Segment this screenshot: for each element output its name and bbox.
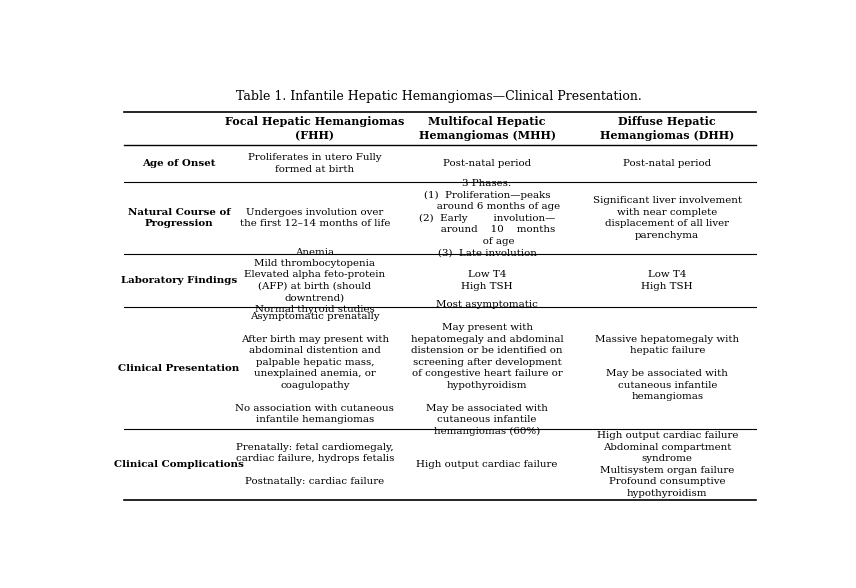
Text: Asymptomatic prenatally

After birth may present with
abdominal distention and
p: Asymptomatic prenatally After birth may …: [235, 312, 395, 424]
Text: High output cardiac failure
Abdominal compartment
syndrome
Multisystem organ fai: High output cardiac failure Abdominal co…: [597, 432, 738, 497]
Text: Focal Hepatic Hemangiomas
(FHH): Focal Hepatic Hemangiomas (FHH): [225, 116, 405, 141]
Text: High output cardiac failure: High output cardiac failure: [416, 460, 558, 469]
Text: Most asymptomatic

May present with
hepatomegaly and abdominal
distension or be : Most asymptomatic May present with hepat…: [411, 300, 563, 436]
Text: Multifocal Hepatic
Hemangiomas (MHH): Multifocal Hepatic Hemangiomas (MHH): [419, 116, 556, 141]
Text: Diffuse Hepatic
Hemangiomas (DHH): Diffuse Hepatic Hemangiomas (DHH): [600, 116, 734, 141]
Text: Post-natal period: Post-natal period: [443, 159, 532, 168]
Text: Age of Onset: Age of Onset: [142, 159, 216, 168]
Text: Anemia
Mild thrombocytopenia
Elevated alpha feto-protein
(AFP) at birth (should
: Anemia Mild thrombocytopenia Elevated al…: [244, 248, 385, 314]
Text: Low T4
High TSH: Low T4 High TSH: [461, 270, 513, 291]
Text: Significant liver involvement
with near complete
displacement of all liver
paren: Significant liver involvement with near …: [593, 196, 742, 240]
Text: 3 Phases:
(1)  Proliferation—peaks
       around 6 months of age
(2)  Early     : 3 Phases: (1) Proliferation—peaks around…: [414, 179, 560, 257]
Text: Massive hepatomegaly with
hepatic failure

May be associated with
cutaneous infa: Massive hepatomegaly with hepatic failur…: [595, 335, 740, 401]
Text: Laboratory Findings: Laboratory Findings: [121, 276, 237, 285]
Text: Undergoes involution over
the first 12–14 months of life: Undergoes involution over the first 12–1…: [240, 208, 390, 228]
Text: Natural Course of
Progression: Natural Course of Progression: [128, 208, 230, 228]
Text: Clinical Presentation: Clinical Presentation: [118, 363, 240, 373]
Text: Post-natal period: Post-natal period: [623, 159, 711, 168]
Text: Prenatally: fetal cardiomegaly,
cardiac failure, hydrops fetalis

Postnatally: c: Prenatally: fetal cardiomegaly, cardiac …: [235, 443, 394, 486]
Text: Table 1. Infantile Hepatic Hemangiomas—Clinical Presentation.: Table 1. Infantile Hepatic Hemangiomas—C…: [235, 90, 642, 103]
Text: Clinical Complications: Clinical Complications: [114, 460, 244, 469]
Text: Proliferates in utero Fully
formed at birth: Proliferates in utero Fully formed at bi…: [248, 153, 382, 174]
Text: Low T4
High TSH: Low T4 High TSH: [641, 270, 693, 291]
